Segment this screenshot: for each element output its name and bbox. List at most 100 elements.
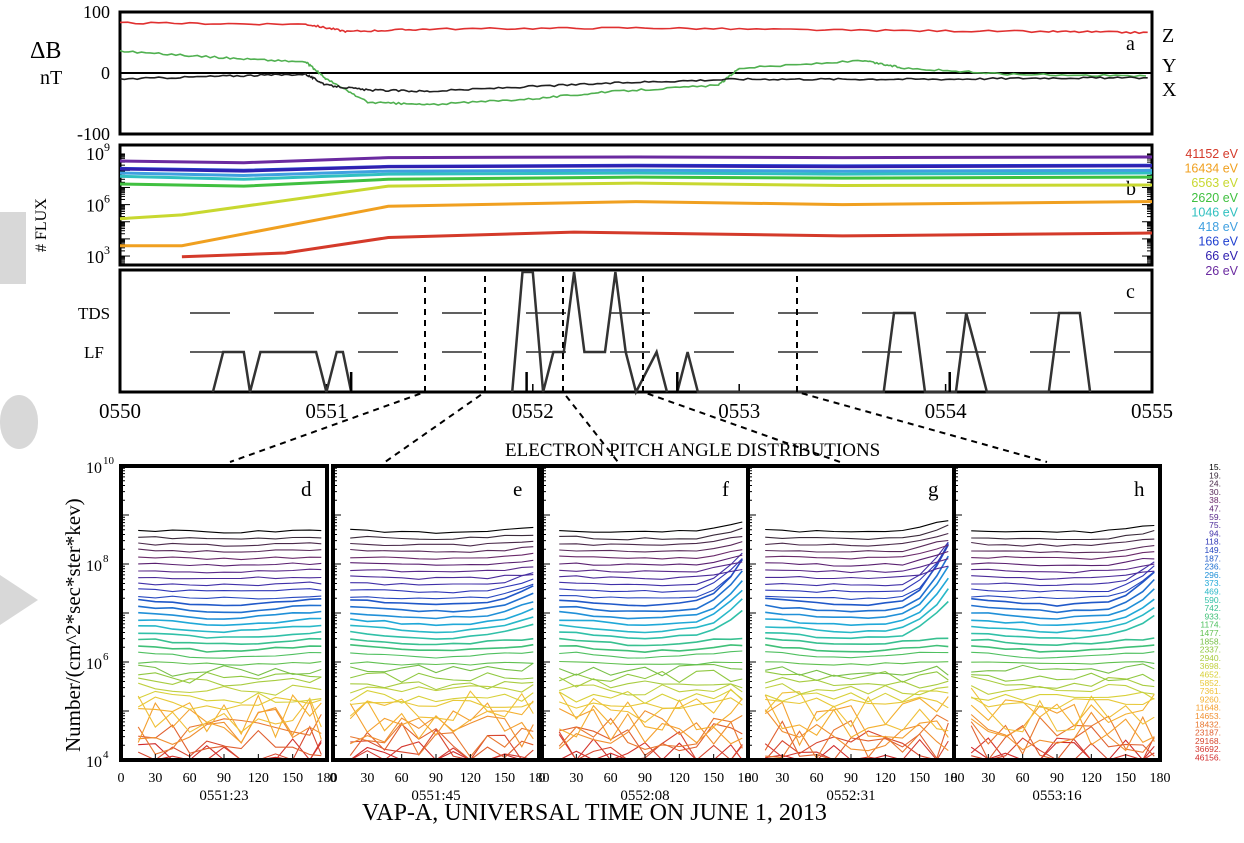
pad-curve (138, 556, 322, 561)
pad-curve (559, 568, 743, 580)
panel-b-ylabel: # FLUX (33, 198, 50, 252)
pad-curve (350, 585, 534, 606)
pad-curve (559, 558, 743, 607)
energy-legend-entry: 59. (1209, 512, 1221, 522)
pad-curve (559, 549, 743, 560)
pad-xtick-label: 180 (738, 771, 759, 786)
energy-legend-entry: 933. (1204, 611, 1221, 621)
pad-curve (765, 539, 949, 553)
pad-curve (559, 541, 743, 553)
panel-a-series-x (119, 72, 1148, 93)
pad-curve (138, 661, 322, 666)
pad-curve (350, 578, 534, 594)
panel-c-mode-trace (510, 270, 669, 396)
panel-b-legend-entry: 166 eV (1198, 235, 1238, 249)
pad-curve (350, 592, 534, 613)
pad-ytick-exponent: 6 (103, 651, 109, 663)
pad-xtick-label: 180 (1150, 771, 1171, 786)
panel-b-ytick-label: 10 (86, 196, 104, 216)
pad-curve (559, 637, 743, 647)
panel-a-series-y (119, 49, 1147, 106)
pad-curve (138, 610, 322, 620)
pad-time-label: 0552:31 (826, 788, 875, 804)
pad-curve (765, 541, 949, 587)
pad-panel-label: g (928, 477, 939, 501)
panel-b-series-line (120, 200, 1153, 248)
pad-xtick-label: 120 (248, 771, 269, 786)
figure-caption: VAP-A, UNIVERSAL TIME ON JUNE 1, 2013 (362, 800, 827, 826)
pad-panel-g: 0 30 60 90 120 150 180 0552:31 g (745, 464, 965, 804)
energy-legend-entry: 236. (1204, 562, 1221, 572)
pad-xtick-label: 150 (703, 771, 724, 786)
pad-curve (138, 651, 322, 659)
panel-c-frame (118, 268, 1154, 394)
pad-xtick-label: 90 (429, 771, 443, 786)
panel-a-series-z (119, 21, 1148, 35)
pad-xtick-label: 120 (875, 771, 896, 786)
pad-curve (971, 538, 1155, 547)
panel-b-legend-entry: 2620 eV (1191, 191, 1238, 205)
pad-curve (138, 624, 322, 634)
panel-b-series-line (119, 155, 1153, 165)
pad-curve (350, 574, 534, 580)
pad-curve (138, 568, 322, 574)
pad-curve (971, 637, 1155, 647)
pad-curve (138, 724, 322, 757)
energy-legend-entry: 1174. (1200, 620, 1221, 630)
pad-curve (971, 588, 1155, 620)
pad-title: ELECTRON PITCH ANGLE DISTRIBUTIONS (505, 440, 880, 461)
pad-curve (765, 588, 949, 634)
pad-curve (138, 637, 322, 646)
pad-curve (137, 695, 322, 733)
pad-ytick-exponent: 4 (103, 749, 109, 761)
pad-curve (558, 676, 743, 689)
panel-b-legend-entry: 41152 eV (1185, 147, 1238, 161)
pad-ytick-exponent: 8 (103, 553, 109, 565)
energy-legend-entry: 75. (1209, 520, 1221, 530)
pad-curve (349, 702, 534, 740)
pad-ytick-exponent: 10 (103, 455, 115, 467)
energy-legend-entry: 118. (1205, 537, 1221, 547)
pad-curve (971, 524, 1155, 534)
pad-time-label: 0553:16 (1032, 788, 1082, 804)
pad-xtick-label: 60 (810, 771, 824, 786)
pad-curve (558, 717, 743, 750)
panel-b-series-line (119, 168, 1153, 178)
pad-xtick-label: 60 (604, 771, 618, 786)
panel-b-label: b (1126, 178, 1136, 200)
pad-curve (971, 644, 1155, 653)
pad-curve (765, 600, 949, 640)
pad-curve (971, 529, 1155, 541)
panel-c-xtick-label: 0554 (925, 399, 968, 423)
connector-line (642, 276, 841, 463)
ghost-circle (0, 395, 38, 449)
pad-curve (137, 696, 322, 711)
pad-curve (350, 572, 534, 586)
energy-legend-entry: 94. (1209, 528, 1221, 538)
pad-xtick-label: 90 (1050, 771, 1064, 786)
pad-xtick-label: 30 (569, 771, 583, 786)
panel-b-ytick-label: 10 (86, 144, 104, 164)
panel-b-ytick-exponent: 9 (104, 140, 110, 154)
pad-curve (559, 663, 743, 677)
pad-curve (765, 744, 949, 761)
pad-curve (765, 577, 949, 627)
energy-legend-entry: 36692. (1195, 744, 1221, 754)
pad-curve (971, 563, 1155, 574)
panel-a-component-label: Y (1162, 55, 1176, 77)
energy-legend-entry: 590. (1204, 595, 1221, 605)
pad-curve (971, 675, 1155, 689)
pad-xtick-label: 180 (944, 771, 965, 786)
energy-legend-entry: 24. (1209, 479, 1221, 489)
pad-xtick-label: 0 (330, 771, 337, 786)
panel-b-legend-entry: 26 eV (1205, 264, 1238, 278)
pad-curve (765, 544, 949, 593)
pad-curve (350, 540, 534, 547)
energy-legend-entry: 296. (1204, 570, 1221, 580)
energy-legend-entry: 2940. (1200, 653, 1221, 663)
panel-c-label: c (1126, 281, 1135, 303)
pad-curve (138, 676, 322, 687)
pad-curve (559, 609, 743, 640)
